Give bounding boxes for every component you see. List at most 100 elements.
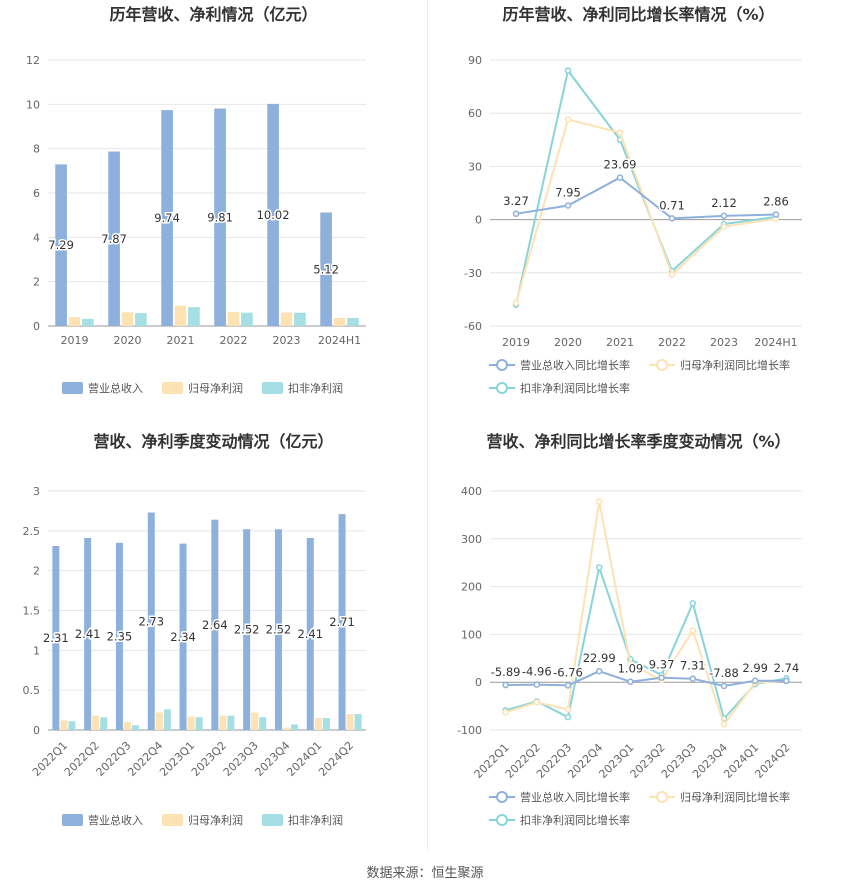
y-tick-label: 3 (33, 485, 40, 498)
bar-net-profit (346, 714, 354, 730)
legend-swatch-marker (656, 359, 668, 371)
series-point-1 (689, 627, 697, 634)
legend-label: 扣非净利润同比增长率 (520, 381, 630, 395)
y-tick-label: 0 (33, 320, 40, 333)
line-data-label: 23.69 (604, 158, 637, 172)
y-tick-label: 300 (461, 533, 482, 546)
series-line-0 (515, 176, 777, 220)
bar-revenue (108, 151, 120, 326)
y-tick-label: -30 (464, 267, 482, 280)
series-point-1 (564, 706, 572, 713)
line-data-label: 0.71 (659, 198, 685, 212)
bar-net-profit (280, 312, 293, 326)
legend-label: 归母净利润 (188, 381, 243, 395)
y-tick-label: 10 (26, 98, 40, 111)
y-tick-label: 0 (475, 214, 482, 227)
legend-label: 扣非净利润同比增长率 (520, 813, 630, 827)
series-point-1 (595, 498, 603, 505)
bar-data-label: 2.35 (107, 629, 133, 643)
bar-data-label: 9.74 (154, 211, 180, 225)
x-tick-label: 2020 (114, 334, 142, 347)
bar-deducted-profit (259, 717, 267, 730)
legend-swatch-marker (496, 814, 508, 826)
bar-net-profit (219, 715, 227, 730)
line-data-label: 3.27 (503, 194, 529, 208)
series-point-1 (512, 299, 520, 307)
bar-data-label: 2.52 (266, 623, 292, 637)
y-tick-label: 1 (33, 644, 40, 657)
bar-data-label: 2.34 (170, 630, 196, 644)
legend-swatch (262, 382, 283, 394)
bar-net-profit (314, 718, 322, 730)
bar-net-profit (187, 716, 195, 730)
series-point-2 (564, 67, 572, 74)
bar-revenue (320, 212, 332, 326)
chart-title: 历年营收、净利情况（亿元） (109, 5, 317, 24)
bar-revenue (214, 108, 226, 326)
x-tick-label: 2024Q2 (752, 741, 792, 781)
bar-deducted-profit (347, 318, 359, 326)
y-tick-label: 8 (33, 143, 40, 156)
series-point-0 (533, 681, 541, 688)
bar-data-label: 10.02 (257, 208, 290, 222)
x-tick-label: 2023 (273, 334, 301, 347)
line-data-label: -4.96 (522, 665, 552, 679)
series-point-0 (751, 677, 759, 685)
series-point-1 (564, 116, 572, 123)
bar-revenue (179, 543, 187, 730)
series-line-1 (505, 501, 787, 727)
panel-divider (427, 0, 428, 850)
series-point-0 (564, 682, 572, 689)
legend-label: 归母净利润同比增长率 (680, 358, 790, 372)
bar-revenue (115, 542, 123, 730)
chart-title: 营收、净利同比增长率季度变动情况（%） (486, 432, 790, 451)
series-point-0 (658, 674, 665, 681)
bar-revenue (274, 529, 282, 730)
series-line-1 (515, 118, 777, 304)
bar-deducted-profit (241, 312, 253, 326)
line-data-label: 9.37 (649, 658, 675, 672)
series-line-0 (505, 670, 787, 687)
series-point-0 (502, 681, 509, 689)
series-point-0 (720, 212, 728, 220)
x-tick-label: 2024Q2 (316, 739, 356, 779)
annual-revenue-profit-chart: 历年营收、净利情况（亿元） 0 2 4 6 8 10 12 2019 2020 2021 2022 20… (26, 5, 366, 395)
bar-net-profit (283, 727, 290, 730)
y-tick-label: 90 (468, 54, 482, 67)
bar-data-label: 2.52 (234, 623, 260, 637)
line-data-label: 22.99 (583, 651, 616, 665)
annual-growth-rate-chart: 历年营收、净利同比增长率情况（%） -60 -30 0 30 60 90 2019 2020 20… (464, 5, 802, 395)
x-tick-label: 2024H1 (754, 336, 797, 349)
bar-net-profit (227, 312, 240, 326)
series-point-0 (512, 210, 520, 218)
bar-data-label: 2.31 (43, 631, 69, 645)
legend-swatch (162, 814, 183, 826)
line-data-label: 2.99 (742, 661, 768, 675)
legend-label: 营业总收入 (88, 813, 143, 827)
line-data-label: 7.31 (680, 659, 706, 673)
y-tick-label: 400 (461, 485, 482, 498)
bar-net-profit (155, 712, 163, 730)
series-point-1 (720, 721, 728, 728)
series-point-1 (668, 271, 676, 278)
bar-data-label: 2.73 (138, 614, 164, 628)
legend-label: 扣非净利润 (288, 813, 343, 827)
legend-label: 营业总收入同比增长率 (520, 790, 630, 804)
x-tick-label: 2021 (606, 336, 634, 349)
series-point-0 (627, 678, 634, 685)
series-point-0 (616, 174, 624, 181)
legend-swatch-marker (656, 791, 668, 803)
legend-swatch (62, 382, 83, 394)
bar-data-label: 7.87 (101, 232, 127, 246)
line-data-label: 1.09 (618, 662, 644, 676)
bar-net-profit (333, 318, 346, 326)
bar-net-profit (174, 305, 187, 326)
line-data-label: -6.76 (553, 665, 583, 679)
bar-net-profit (68, 317, 81, 326)
bar-deducted-profit (68, 721, 76, 730)
x-tick-label: 2020 (554, 336, 582, 349)
chart-title: 历年营收、净利同比增长率情况（%） (502, 5, 774, 24)
legend-swatch-marker (496, 791, 508, 803)
bar-revenue (211, 519, 219, 730)
bar-net-profit (92, 715, 100, 730)
